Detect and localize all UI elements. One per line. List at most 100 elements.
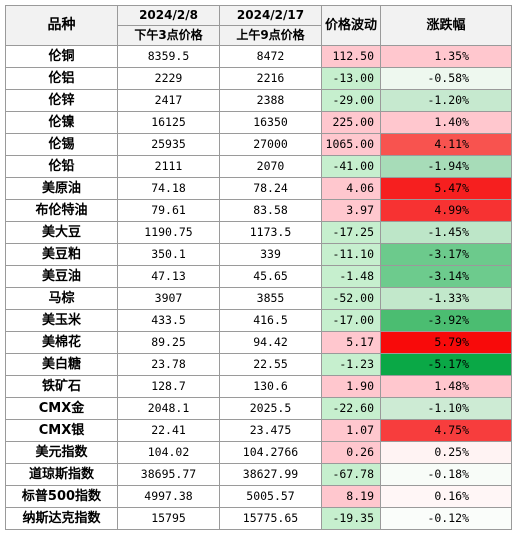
row-name: 马棕 bbox=[5, 287, 118, 310]
row-pct: -0.58% bbox=[380, 67, 512, 90]
row-price-1: 4997.38 bbox=[117, 485, 220, 508]
row-change: -17.00 bbox=[321, 309, 381, 332]
table-row: 美玉米 433.5 416.5 -17.00 -3.92% bbox=[5, 309, 512, 332]
row-change: 225.00 bbox=[321, 111, 381, 134]
row-name: 伦铝 bbox=[5, 67, 118, 90]
header-pct: 涨跌幅 bbox=[380, 5, 512, 46]
table-row: 伦镍 16125 16350 225.00 1.40% bbox=[5, 111, 512, 134]
table-row: 伦铝 2229 2216 -13.00 -0.58% bbox=[5, 67, 512, 90]
row-price-1: 89.25 bbox=[117, 331, 220, 354]
row-name: 铁矿石 bbox=[5, 375, 118, 398]
row-price-2: 104.2766 bbox=[219, 441, 322, 464]
row-change: -19.35 bbox=[321, 507, 381, 530]
row-price-2: 78.24 bbox=[219, 177, 322, 200]
table-row: 美豆油 47.13 45.65 -1.48 -3.14% bbox=[5, 265, 512, 288]
row-name: 美大豆 bbox=[5, 221, 118, 244]
table-row: 铁矿石 128.7 130.6 1.90 1.48% bbox=[5, 375, 512, 398]
row-price-1: 79.61 bbox=[117, 199, 220, 222]
row-price-1: 104.02 bbox=[117, 441, 220, 464]
row-price-1: 16125 bbox=[117, 111, 220, 134]
row-price-2: 3855 bbox=[219, 287, 322, 310]
row-price-2: 94.42 bbox=[219, 331, 322, 354]
header-name: 品种 bbox=[5, 5, 118, 46]
row-name: 布伦特油 bbox=[5, 199, 118, 222]
row-name: 美棉花 bbox=[5, 331, 118, 354]
row-name: 标普500指数 bbox=[5, 485, 118, 508]
row-name: 美元指数 bbox=[5, 441, 118, 464]
row-price-2: 8472 bbox=[219, 45, 322, 68]
row-change: -67.78 bbox=[321, 463, 381, 486]
table-row: 美原油 74.18 78.24 4.06 5.47% bbox=[5, 177, 512, 200]
table-header: 品种 2024/2/8 2024/2/17 价格波动 涨跌幅 下午3点价格 上午… bbox=[5, 5, 512, 46]
row-change: 1.90 bbox=[321, 375, 381, 398]
header-time1: 下午3点价格 bbox=[117, 25, 220, 46]
row-pct: 4.11% bbox=[380, 133, 512, 156]
row-name: 伦锌 bbox=[5, 89, 118, 112]
row-price-2: 1173.5 bbox=[219, 221, 322, 244]
row-name: 道琼斯指数 bbox=[5, 463, 118, 486]
row-pct: -3.17% bbox=[380, 243, 512, 266]
row-change: 5.17 bbox=[321, 331, 381, 354]
row-price-1: 3907 bbox=[117, 287, 220, 310]
table-row: 伦锡 25935 27000 1065.00 4.11% bbox=[5, 133, 512, 156]
row-price-1: 128.7 bbox=[117, 375, 220, 398]
table-row: 伦锌 2417 2388 -29.00 -1.20% bbox=[5, 89, 512, 112]
row-price-2: 130.6 bbox=[219, 375, 322, 398]
row-change: 1.07 bbox=[321, 419, 381, 442]
row-price-2: 22.55 bbox=[219, 353, 322, 376]
row-pct: -1.45% bbox=[380, 221, 512, 244]
row-price-1: 350.1 bbox=[117, 243, 220, 266]
row-change: -1.48 bbox=[321, 265, 381, 288]
row-name: CMX金 bbox=[5, 397, 118, 420]
row-name: 美玉米 bbox=[5, 309, 118, 332]
row-price-2: 2070 bbox=[219, 155, 322, 178]
table-row: 标普500指数 4997.38 5005.57 8.19 0.16% bbox=[5, 485, 512, 508]
row-name: 美白糖 bbox=[5, 353, 118, 376]
row-pct: -0.18% bbox=[380, 463, 512, 486]
header-change: 价格波动 bbox=[321, 5, 381, 46]
row-price-1: 8359.5 bbox=[117, 45, 220, 68]
row-price-2: 45.65 bbox=[219, 265, 322, 288]
row-price-1: 47.13 bbox=[117, 265, 220, 288]
row-name: 纳斯达克指数 bbox=[5, 507, 118, 530]
row-name: 伦铅 bbox=[5, 155, 118, 178]
row-price-1: 2048.1 bbox=[117, 397, 220, 420]
row-price-1: 1190.75 bbox=[117, 221, 220, 244]
row-change: 8.19 bbox=[321, 485, 381, 508]
row-pct: -5.17% bbox=[380, 353, 512, 376]
row-change: -52.00 bbox=[321, 287, 381, 310]
row-price-2: 339 bbox=[219, 243, 322, 266]
row-pct: 1.40% bbox=[380, 111, 512, 134]
table-row: 美大豆 1190.75 1173.5 -17.25 -1.45% bbox=[5, 221, 512, 244]
row-pct: 5.47% bbox=[380, 177, 512, 200]
table-row: 伦铜 8359.5 8472 112.50 1.35% bbox=[5, 45, 512, 68]
row-name: 美豆油 bbox=[5, 265, 118, 288]
row-pct: -3.14% bbox=[380, 265, 512, 288]
row-price-1: 2111 bbox=[117, 155, 220, 178]
row-pct: -0.12% bbox=[380, 507, 512, 530]
row-change: -29.00 bbox=[321, 89, 381, 112]
table-row: 道琼斯指数 38695.77 38627.99 -67.78 -0.18% bbox=[5, 463, 512, 486]
row-price-1: 23.78 bbox=[117, 353, 220, 376]
row-price-1: 74.18 bbox=[117, 177, 220, 200]
table-row: 美白糖 23.78 22.55 -1.23 -5.17% bbox=[5, 353, 512, 376]
row-change: 3.97 bbox=[321, 199, 381, 222]
row-pct: -1.10% bbox=[380, 397, 512, 420]
row-change: 4.06 bbox=[321, 177, 381, 200]
row-change: -11.10 bbox=[321, 243, 381, 266]
row-name: 美原油 bbox=[5, 177, 118, 200]
row-price-2: 5005.57 bbox=[219, 485, 322, 508]
price-table: 品种 2024/2/8 2024/2/17 价格波动 涨跌幅 下午3点价格 上午… bbox=[5, 5, 512, 530]
row-price-1: 22.41 bbox=[117, 419, 220, 442]
row-price-1: 433.5 bbox=[117, 309, 220, 332]
row-pct: 5.79% bbox=[380, 331, 512, 354]
table-row: 纳斯达克指数 15795 15775.65 -19.35 -0.12% bbox=[5, 507, 512, 530]
header-time2: 上午9点价格 bbox=[219, 25, 322, 46]
row-pct: 0.25% bbox=[380, 441, 512, 464]
row-change: 1065.00 bbox=[321, 133, 381, 156]
table-row: CMX银 22.41 23.475 1.07 4.75% bbox=[5, 419, 512, 442]
row-change: -22.60 bbox=[321, 397, 381, 420]
row-change: -13.00 bbox=[321, 67, 381, 90]
row-price-1: 2229 bbox=[117, 67, 220, 90]
row-change: -1.23 bbox=[321, 353, 381, 376]
